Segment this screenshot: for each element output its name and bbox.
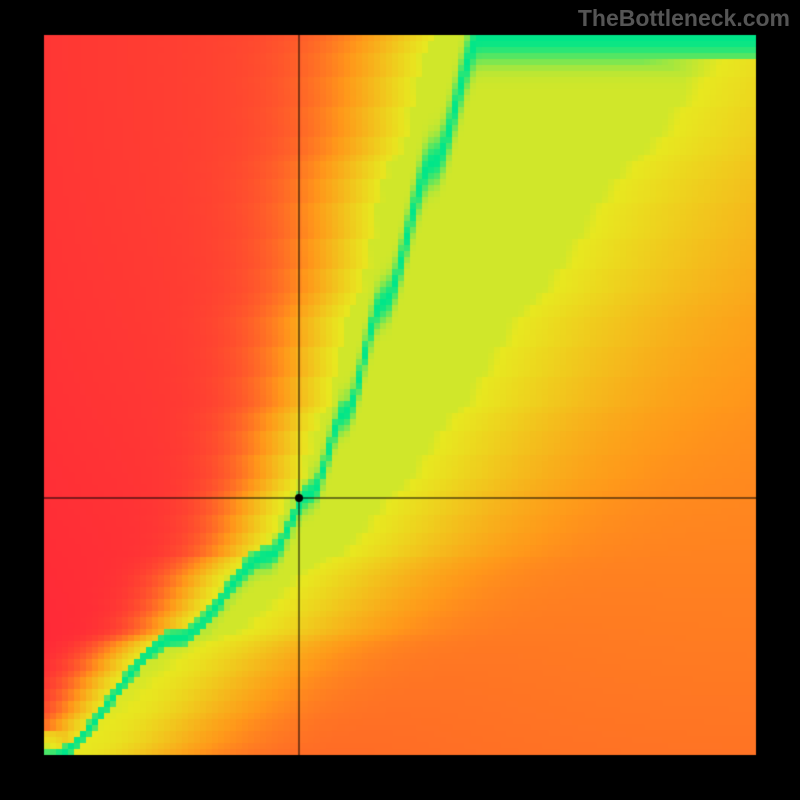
heatmap-canvas [0, 0, 800, 800]
watermark-text: TheBottleneck.com [578, 5, 790, 32]
chart-container: TheBottleneck.com [0, 0, 800, 800]
